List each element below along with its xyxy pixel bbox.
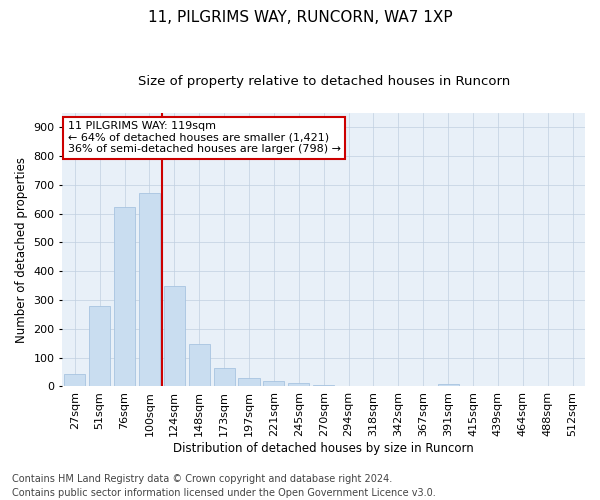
Bar bbox=[263, 382, 284, 386]
Bar bbox=[89, 306, 110, 386]
Bar bbox=[313, 385, 334, 386]
Bar bbox=[188, 344, 210, 387]
Title: Size of property relative to detached houses in Runcorn: Size of property relative to detached ho… bbox=[137, 75, 510, 88]
Y-axis label: Number of detached properties: Number of detached properties bbox=[15, 156, 28, 342]
Bar bbox=[437, 384, 458, 386]
Text: 11 PILGRIMS WAY: 119sqm
← 64% of detached houses are smaller (1,421)
36% of semi: 11 PILGRIMS WAY: 119sqm ← 64% of detache… bbox=[68, 121, 341, 154]
Bar bbox=[64, 374, 85, 386]
Bar bbox=[114, 208, 135, 386]
Bar bbox=[139, 194, 160, 386]
X-axis label: Distribution of detached houses by size in Runcorn: Distribution of detached houses by size … bbox=[173, 442, 474, 455]
Text: Contains HM Land Registry data © Crown copyright and database right 2024.
Contai: Contains HM Land Registry data © Crown c… bbox=[12, 474, 436, 498]
Bar bbox=[238, 378, 260, 386]
Text: 11, PILGRIMS WAY, RUNCORN, WA7 1XP: 11, PILGRIMS WAY, RUNCORN, WA7 1XP bbox=[148, 10, 452, 25]
Bar bbox=[214, 368, 235, 386]
Bar bbox=[164, 286, 185, 386]
Bar bbox=[288, 383, 310, 386]
